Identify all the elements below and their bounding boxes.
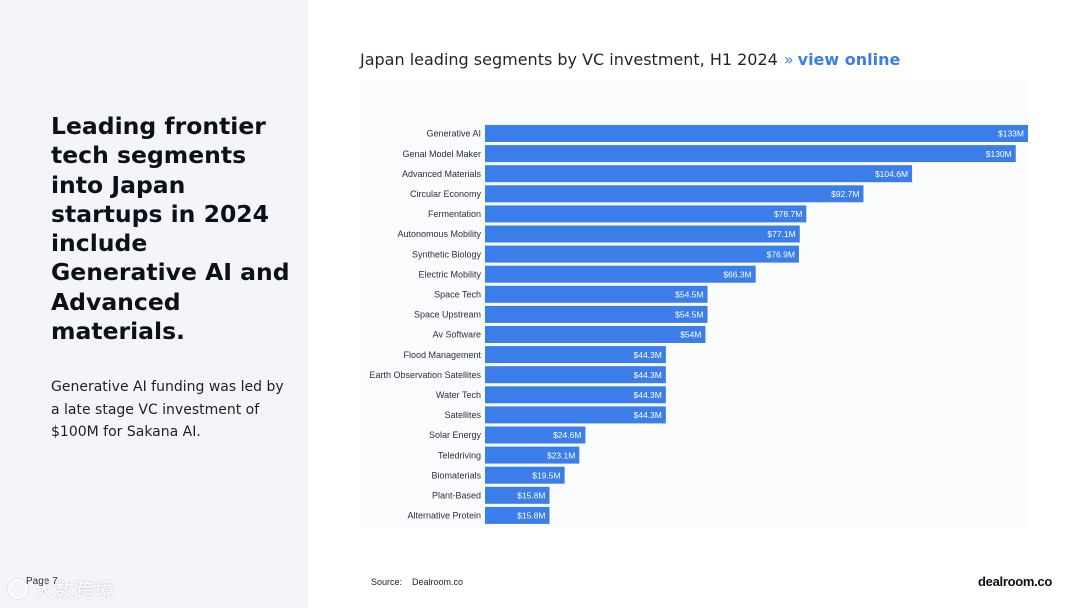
bar — [485, 406, 666, 424]
value-label: $23.1M — [547, 450, 575, 460]
value-label: $44.3M — [634, 390, 662, 400]
value-label: $133M — [998, 129, 1024, 139]
watermark-text: 大数跨境 — [34, 580, 114, 602]
bar — [485, 205, 807, 223]
bar — [485, 326, 706, 343]
value-label: $54.5M — [675, 310, 703, 320]
category-label: Alternative Protein — [407, 511, 481, 521]
subtext: Generative AI funding was led by a late … — [51, 379, 284, 440]
bar — [485, 145, 1016, 163]
value-label: $77.1M — [767, 229, 795, 239]
value-label: $15.8M — [517, 491, 545, 501]
watermark-logo-icon — [8, 578, 28, 599]
bar — [485, 466, 565, 484]
category-label: Av Software — [433, 330, 481, 340]
chevron-double-right-icon: » — [783, 50, 794, 69]
view-online-link[interactable]: view online — [797, 50, 901, 69]
value-label: $76.9M — [767, 249, 795, 259]
value-label: $44.3M — [634, 370, 662, 380]
bar — [485, 265, 756, 283]
left-panel: Leading frontier tech segments into Japa… — [0, 0, 308, 608]
category-label: Satellites — [444, 410, 481, 420]
category-label: Genai Model Maker — [402, 149, 481, 159]
bar — [485, 185, 864, 203]
value-label: $66.3M — [723, 269, 751, 279]
category-label: Plant-Based — [432, 491, 481, 501]
category-label: Space Upstream — [414, 310, 481, 320]
bar — [485, 506, 550, 524]
category-label: Solar Energy — [429, 430, 482, 440]
watermark: 大数跨境 — [8, 574, 114, 603]
category-label: Teledriving — [438, 450, 481, 460]
bar — [485, 486, 550, 504]
chart-title-row: Japan leading segments by VC investment,… — [360, 50, 900, 69]
category-label: Circular Economy — [410, 189, 482, 199]
category-label: Water Tech — [436, 390, 481, 400]
bar — [485, 366, 666, 384]
source-label: Source: — [371, 577, 403, 587]
bar — [485, 125, 1028, 142]
bar — [485, 225, 800, 243]
value-label: $104.6M — [875, 169, 908, 179]
category-label: Synthetic Biology — [412, 249, 482, 259]
category-label: Fermentation — [428, 209, 481, 219]
category-label: Space Tech — [434, 290, 481, 300]
bar-chart: Generative AI $133M Genai Model Maker $130M… — [369, 125, 1028, 524]
headline: Leading frontier tech segments into Japa… — [51, 112, 290, 346]
category-label: Autonomous Mobility — [397, 229, 481, 239]
category-label: Flood Management — [403, 350, 481, 360]
bar — [485, 305, 708, 323]
value-label: $54.5M — [675, 290, 703, 300]
value-label: $44.3M — [634, 350, 662, 360]
bar — [485, 165, 913, 183]
category-label: Earth Observation Satellites — [369, 370, 481, 380]
value-label: $19.5M — [532, 470, 560, 480]
chart-area: Generative AI $133M Genai Model Maker $130M… — [360, 80, 1028, 528]
source-value: Dealroom.co — [412, 577, 464, 587]
category-label: Advanced Materials — [402, 169, 482, 179]
bar — [485, 386, 666, 404]
category-label: Generative AI — [426, 129, 481, 139]
page-number: Page 7 — [26, 576, 58, 587]
value-label: $15.8M — [517, 511, 545, 521]
bar — [485, 426, 586, 444]
value-label: $24.6M — [553, 430, 581, 440]
value-label: $92.7M — [831, 189, 859, 199]
category-label: Electric Mobility — [418, 269, 481, 279]
source-note: Source: Dealroom.co — [371, 577, 463, 587]
category-label: Biomaterials — [431, 470, 481, 480]
bar — [485, 346, 666, 364]
bar — [485, 285, 708, 303]
value-label: $44.3M — [634, 410, 662, 420]
value-label: $54M — [680, 330, 701, 340]
value-label: $130M — [986, 149, 1012, 159]
value-label: $78.7M — [774, 209, 802, 219]
bar — [485, 245, 799, 263]
chart-title: Japan leading segments by VC investment,… — [360, 50, 778, 69]
bar — [485, 446, 580, 464]
brand-logo: dealroom.co — [978, 574, 1052, 589]
